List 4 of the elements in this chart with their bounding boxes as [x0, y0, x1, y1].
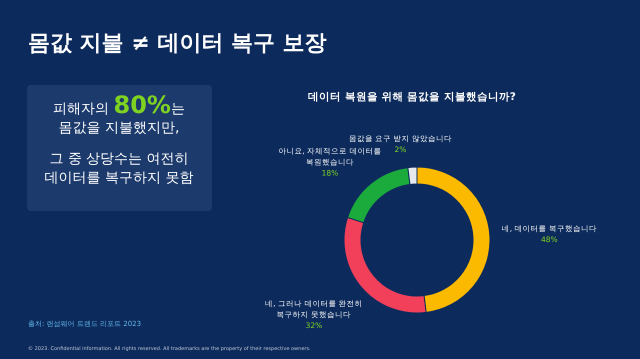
chart-title: 몸값 지불 ≠ 데이터 복구 보장: [28, 31, 327, 56]
text: 그 중 상당수는 여전히 데이터를 복구하지 못함: [44, 151, 194, 186]
chart-subtitle: 데이터 복원을 위해 몸값을 지불했습니까?: [308, 91, 516, 103]
text: 피해자의 80%는 몸값을 지불했지만,: [53, 91, 185, 136]
